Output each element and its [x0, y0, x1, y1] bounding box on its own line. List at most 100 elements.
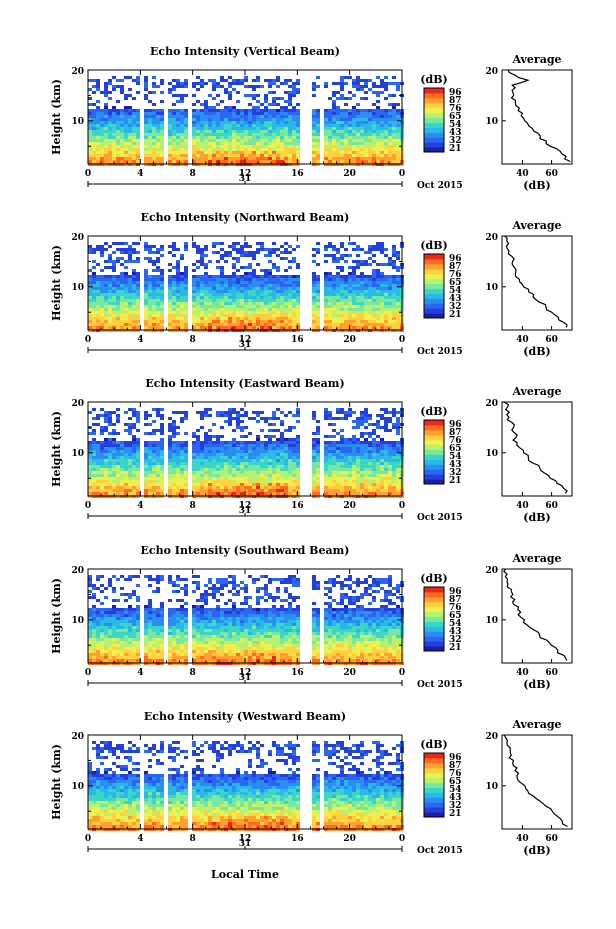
heatmap-cell — [212, 130, 216, 133]
heatmap-cell — [324, 486, 328, 489]
heatmap-cell — [280, 257, 284, 260]
heatmap-cell — [148, 317, 152, 320]
heatmap-cell — [360, 97, 364, 100]
heatmap-cell — [216, 489, 220, 492]
heatmap-cell — [396, 82, 400, 85]
heatmap-cell — [96, 121, 100, 124]
heatmap-cell — [324, 124, 328, 127]
heatmap-cell — [328, 441, 332, 444]
heatmap-cell — [148, 124, 152, 127]
heatmap-cell — [124, 411, 128, 414]
heatmap-cell — [100, 426, 104, 429]
heatmap-cell — [220, 287, 224, 290]
heatmap-cell — [192, 471, 196, 474]
heatmap-cell — [168, 483, 172, 486]
heatmap-cell — [340, 139, 344, 142]
heatmap-cell — [380, 320, 384, 323]
heatmap-cell — [136, 417, 140, 420]
heatmap-cell — [248, 320, 252, 323]
heatmap-cell — [356, 115, 360, 118]
heatmap-cell — [172, 450, 176, 453]
heatmap-cell — [132, 311, 136, 314]
heatmap-cell — [316, 326, 320, 329]
heatmap-cell — [160, 248, 164, 251]
heatmap-cell — [332, 160, 336, 163]
heatmap-cell — [280, 97, 284, 100]
heatmap-cell — [244, 462, 248, 465]
heatmap-cell — [316, 248, 320, 251]
heatmap-cell — [264, 483, 268, 486]
heatmap-cell — [148, 109, 152, 112]
heatmap-cell — [284, 459, 288, 462]
heatmap-cell — [224, 157, 228, 160]
heatmap-cell — [208, 314, 212, 317]
heatmap-cell — [172, 118, 176, 121]
heatmap-cell — [104, 284, 108, 287]
heatmap-cell — [180, 133, 184, 136]
heatmap-cell — [160, 296, 164, 299]
heatmap-cell — [168, 480, 172, 483]
heatmap-cell — [244, 486, 248, 489]
heatmap-cell — [120, 79, 124, 82]
heatmap-cell — [204, 272, 208, 275]
average-profile-line — [507, 69, 571, 163]
heatmap-cell — [252, 474, 256, 477]
heatmap-cell — [204, 266, 208, 269]
heatmap-cell — [136, 160, 140, 163]
heatmap-cell — [112, 480, 116, 483]
heatmap-cell — [336, 311, 340, 314]
heatmap-cell — [196, 411, 200, 414]
heatmap-cell — [104, 133, 108, 136]
heatmap-cell — [220, 293, 224, 296]
heatmap-cell — [168, 492, 172, 495]
heatmap-cell — [152, 124, 156, 127]
heatmap-cell — [244, 151, 248, 154]
heatmap-cell — [328, 489, 332, 492]
heatmap-cell — [392, 115, 396, 118]
heatmap-cell — [156, 157, 160, 160]
heatmap-cell — [236, 275, 240, 278]
heatmap-cell — [344, 483, 348, 486]
heatmap-cell — [232, 468, 236, 471]
heatmap-cell — [332, 121, 336, 124]
heatmap-cell — [92, 453, 96, 456]
heatmap-cell — [312, 459, 316, 462]
heatmap-cell — [204, 302, 208, 305]
heatmap-cell — [112, 266, 116, 269]
heatmap-cell — [192, 453, 196, 456]
heatmap-cell — [216, 115, 220, 118]
heatmap-cell — [296, 326, 300, 329]
heatmap-cell — [344, 287, 348, 290]
heatmap-cell — [284, 453, 288, 456]
heatmap-cell — [112, 154, 116, 157]
heatmap-cell — [344, 76, 348, 79]
heatmap-cell — [232, 296, 236, 299]
heatmap-cell — [136, 242, 140, 245]
heatmap-cell — [116, 151, 120, 154]
heatmap-cell — [348, 124, 352, 127]
heatmap-cell — [272, 447, 276, 450]
heatmap-cell — [348, 459, 352, 462]
heatmap-cell — [352, 450, 356, 453]
heatmap-cell — [204, 124, 208, 127]
heatmap-cell — [88, 103, 92, 106]
heatmap-cell — [168, 109, 172, 112]
heatmap-cell — [128, 323, 132, 326]
heatmap-cell — [332, 275, 336, 278]
heatmap-cell — [144, 314, 148, 317]
heatmap-cell — [228, 127, 232, 130]
heatmap-cell — [232, 139, 236, 142]
heatmap-cell — [312, 296, 316, 299]
heatmap-cell — [364, 151, 368, 154]
heatmap-cell — [368, 308, 372, 311]
heatmap-cell — [316, 471, 320, 474]
heatmap-cell — [168, 290, 172, 293]
heatmap-cell — [92, 296, 96, 299]
heatmap-cell — [340, 82, 344, 85]
heatmap-cell — [312, 305, 316, 308]
heatmap-cell — [128, 160, 132, 163]
heatmap-cell — [236, 471, 240, 474]
heatmap-cell — [384, 97, 388, 100]
heatmap-cell — [200, 109, 204, 112]
colorbar-swatch — [424, 288, 444, 294]
